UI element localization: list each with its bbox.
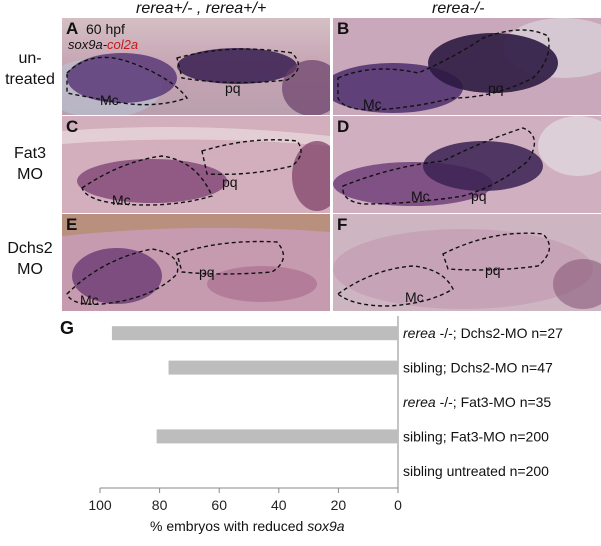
category-label: rerea -/-; Dchs2-MO n=27 (403, 325, 563, 341)
bar (168, 360, 398, 375)
bar (111, 326, 399, 341)
category-label: sibling untreated n=200 (403, 463, 549, 479)
x-tick-label: 60 (211, 497, 227, 513)
bar (156, 429, 398, 444)
mc-label: Mc (405, 289, 424, 305)
mc-label: Mc (100, 92, 119, 108)
category-label: sibling; Dchs2-MO n=47 (403, 360, 553, 376)
panel-letter: B (337, 19, 350, 38)
x-tick-label: 40 (271, 497, 287, 513)
stage-label: 60 hpf (86, 21, 125, 37)
micrograph-panel-a: A 60 hpf sox9a-col2a Mc pq (62, 18, 330, 115)
mc-label: Mc (363, 96, 382, 112)
column-header-siblings: rerea+/- , rerea+/+ (136, 0, 267, 17)
x-tick-label: 100 (88, 497, 112, 513)
pq-label: pq (199, 264, 215, 280)
micrograph-panel-f: F Mc pq (333, 214, 601, 311)
row-label-dchs2: Dchs2 MO (7, 240, 53, 278)
pq-label: pq (225, 80, 241, 96)
category-label: rerea -/-; Fat3-MO n=35 (403, 394, 551, 410)
stain-label: sox9a-col2a (68, 37, 139, 52)
panel-letter: F (337, 215, 348, 234)
panel-letter-g: G (60, 318, 75, 338)
micrograph-panel-d: D Mc pq (333, 116, 601, 213)
mc-label: Mc (112, 192, 131, 208)
pq-label: pq (222, 174, 238, 190)
x-tick-label: 20 (331, 497, 347, 513)
mc-label: Mc (411, 188, 430, 204)
column-header-mutant: rerea-/- (432, 0, 485, 17)
x-tick-label: 0 (394, 497, 402, 513)
bar-chart: 100 80 60 40 20 0 rerea -/-; Dchs2-MO n=27 sibl… (88, 316, 563, 513)
pq-label: pq (471, 188, 487, 204)
pq-label: pq (485, 262, 501, 278)
category-label: sibling; Fat3-MO n=200 (403, 428, 549, 444)
mc-label: Mc (80, 292, 99, 308)
panel-letter: C (66, 117, 79, 136)
x-tick-label: 80 (152, 497, 168, 513)
micrograph-panel-e: E Mc pq (62, 214, 330, 311)
pq-label: pq (488, 80, 504, 96)
row-label-untreated: un- treated (5, 50, 55, 88)
panel-letter: E (66, 215, 78, 234)
panel-letter: D (337, 117, 350, 136)
x-axis-label: % embryos with reduced sox9a (150, 518, 345, 534)
row-label-fat3: Fat3 MO (13, 145, 46, 183)
micrograph-panel-c: C Mc pq (62, 116, 330, 213)
micrograph-panel-b: B Mc pq (333, 18, 601, 115)
panel-letter: A (66, 19, 79, 38)
